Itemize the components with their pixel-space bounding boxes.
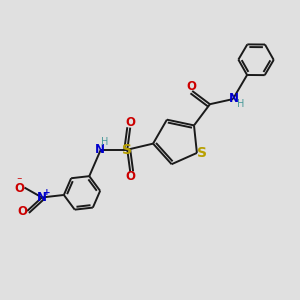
Text: H: H [101, 137, 109, 147]
Text: O: O [14, 182, 25, 195]
Text: ⁻: ⁻ [16, 176, 21, 186]
Text: O: O [125, 116, 135, 129]
Text: +: + [44, 188, 51, 197]
Text: O: O [17, 205, 27, 218]
Text: N: N [229, 92, 239, 105]
Text: O: O [187, 80, 196, 93]
Text: S: S [122, 143, 132, 157]
Text: H: H [238, 99, 245, 110]
Text: O: O [125, 170, 135, 183]
Text: S: S [197, 146, 207, 160]
Text: N: N [37, 191, 47, 204]
Text: N: N [94, 142, 105, 156]
